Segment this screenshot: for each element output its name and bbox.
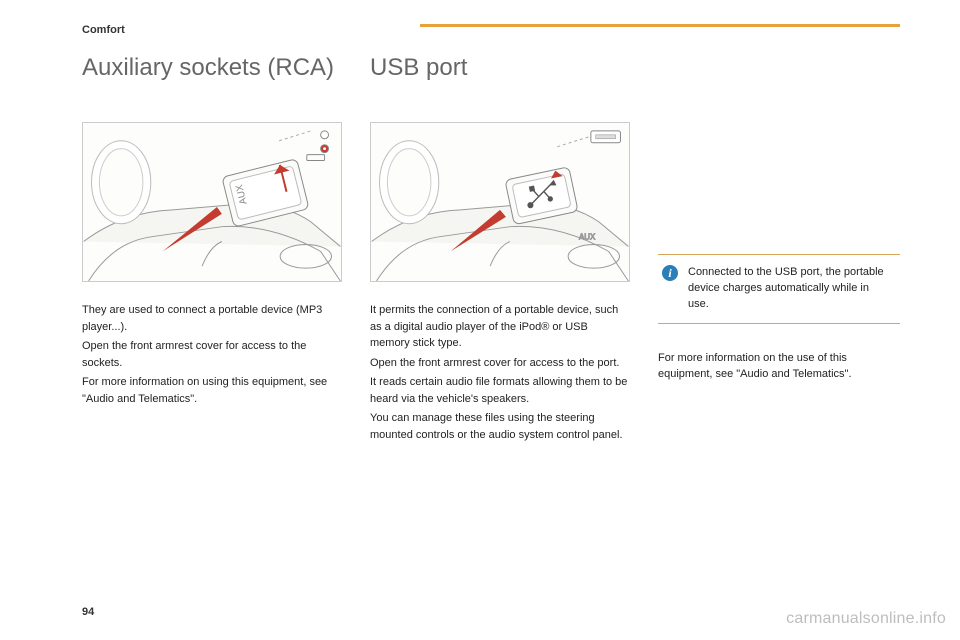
para: Open the front armrest cover for access … — [82, 338, 342, 371]
info-icon: i — [662, 265, 678, 281]
body-aux: They are used to connect a portable devi… — [82, 302, 342, 410]
para: For more information on the use of this … — [658, 350, 900, 383]
illustration-aux: AUX — [82, 122, 342, 282]
para: It permits the connection of a portable … — [370, 302, 630, 352]
heading-aux: Auxiliary sockets (RCA) — [82, 54, 342, 122]
accent-bar — [420, 24, 900, 27]
body-usb: It permits the connection of a portable … — [370, 302, 630, 446]
heading-usb: USB port — [370, 54, 630, 122]
watermark: carmanualsonline.info — [786, 610, 946, 628]
para: They are used to connect a portable devi… — [82, 302, 342, 335]
page-number: 94 — [82, 606, 94, 618]
info-text: Connected to the USB port, the portable … — [688, 265, 892, 313]
column-usb: USB port AUX — [370, 54, 630, 446]
info-callout: i Connected to the USB port, the portabl… — [658, 254, 900, 324]
column-aux: Auxiliary sockets (RCA) — [82, 54, 342, 446]
para: It reads certain audio file formats allo… — [370, 374, 630, 407]
illustration-usb: AUX — [370, 122, 630, 282]
svg-text:AUX: AUX — [579, 233, 596, 242]
para: Open the front armrest cover for access … — [370, 355, 630, 372]
body-info: For more information on the use of this … — [658, 350, 900, 386]
para: For more information on using this equip… — [82, 374, 342, 407]
column-info: i Connected to the USB port, the portabl… — [658, 54, 900, 446]
para: You can manage these files using the ste… — [370, 410, 630, 443]
manual-page: Comfort Auxiliary sockets (RCA) — [0, 0, 960, 640]
content-columns: Auxiliary sockets (RCA) — [82, 54, 900, 446]
